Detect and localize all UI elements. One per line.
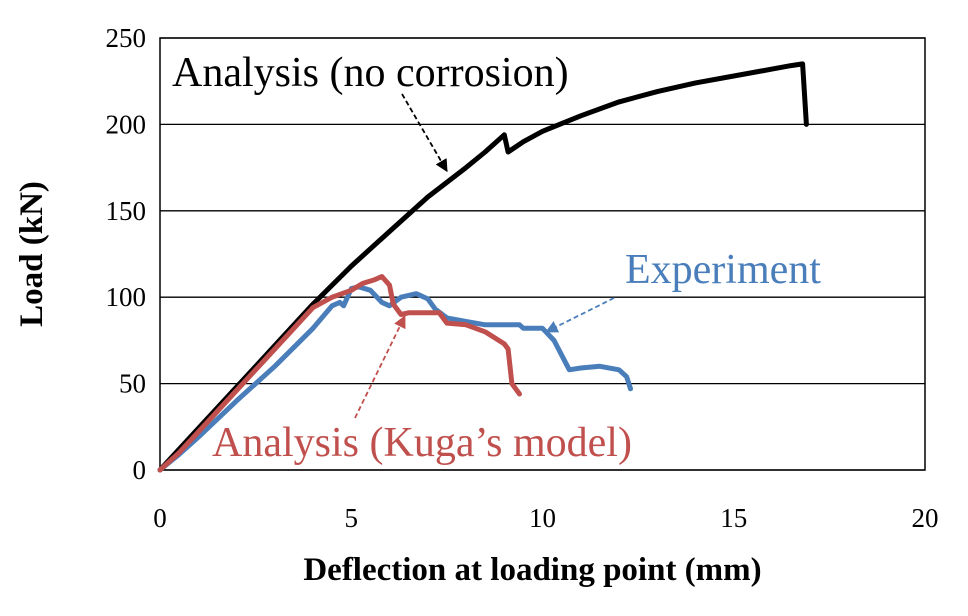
annotation-label-2: Analysis (Kuga’s model) — [212, 420, 632, 466]
x-tick-label: 10 — [529, 503, 556, 533]
annotation-arrow-0 — [401, 93, 448, 173]
y-tick-label: 50 — [119, 369, 146, 399]
annotation-layer: Analysis (no corrosion) Experiment Analysi… — [172, 50, 821, 466]
series-line-1 — [157, 284, 633, 473]
annotation-label-0: Analysis (no corrosion) — [172, 50, 569, 96]
x-tick-label: 5 — [345, 503, 359, 533]
y-tick-label: 150 — [106, 196, 147, 226]
annotation-label-1: Experiment — [625, 247, 821, 293]
x-tick-label: 15 — [720, 503, 747, 533]
x-tick-label: 0 — [153, 503, 167, 533]
y-tick-label: 200 — [106, 109, 147, 139]
y-axis-title: Load (kN) — [14, 181, 50, 327]
x-tick-label: 20 — [912, 503, 939, 533]
annotation-arrow-1 — [545, 297, 615, 333]
series-line-2 — [157, 274, 522, 473]
y-tick-label: 100 — [106, 282, 147, 312]
x-axis-ticks: 0 5 10 15 20 — [153, 503, 938, 533]
annotation-arrow-2 — [354, 315, 406, 419]
y-axis-ticks: 0 50 100 150 200 250 — [106, 23, 147, 485]
x-axis-title: Deflection at loading point (mm) — [303, 552, 761, 588]
series-layer — [157, 61, 809, 473]
y-tick-label: 250 — [106, 23, 147, 53]
plot-frame — [159, 37, 926, 471]
y-tick-label: 0 — [133, 455, 147, 485]
